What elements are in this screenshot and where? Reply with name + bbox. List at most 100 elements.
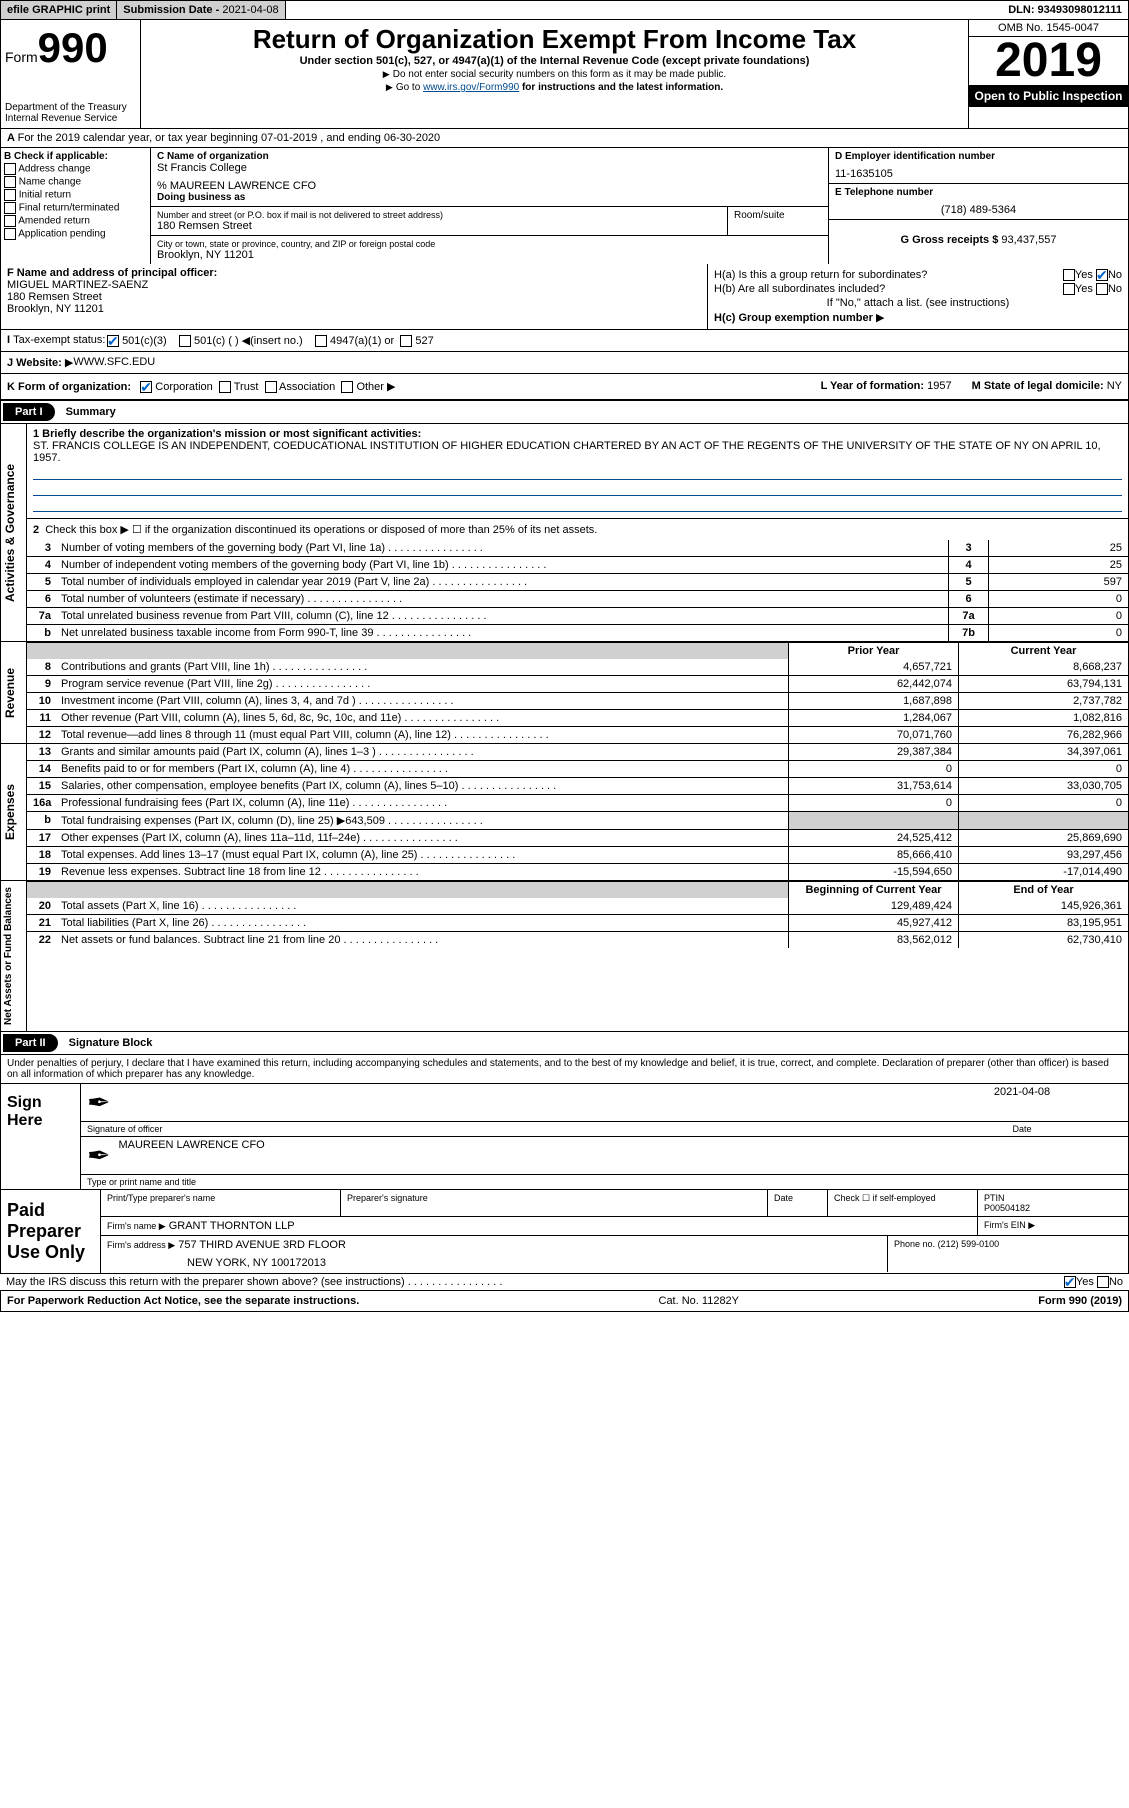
website-row: J Website: ▶ WWW.SFC.EDU	[0, 352, 1129, 374]
cb-trust[interactable]	[219, 381, 231, 393]
row-num: 7a	[27, 608, 57, 624]
col-f: F Name and address of principal officer:…	[1, 264, 708, 329]
i-label: I Tax-exempt status:	[7, 334, 107, 347]
table-row: 7a Total unrelated business revenue from…	[27, 607, 1128, 624]
efile-label[interactable]: efile GRAPHIC print	[1, 1, 117, 19]
cb-assoc[interactable]	[265, 381, 277, 393]
cb-initial[interactable]: Initial return	[4, 189, 147, 201]
cb-4947[interactable]	[315, 335, 327, 347]
netassets-block: Net Assets or Fund Balances Beginning of…	[0, 881, 1129, 1032]
cur-val	[958, 812, 1128, 829]
tax-status-row: I Tax-exempt status: 501(c)(3) 501(c) ( …	[0, 330, 1129, 352]
ein-cell: D Employer identification number 11-1635…	[829, 148, 1128, 184]
mission-text: ST. FRANCIS COLLEGE IS AN INDEPENDENT, C…	[33, 440, 1122, 464]
prior-val: 1,687,898	[788, 693, 958, 709]
prior-val: 4,657,721	[788, 659, 958, 675]
irs-link[interactable]: www.irs.gov/Form990	[423, 82, 519, 93]
form-of-org-row: K Form of organization: Corporation Trus…	[0, 374, 1129, 401]
ha-yesno[interactable]: Yes No	[1063, 269, 1122, 281]
col-b: B Check if applicable: Address change Na…	[1, 148, 151, 264]
firm-addr2: NEW YORK, NY 100172013	[107, 1257, 881, 1269]
row-desc: Total number of individuals employed in …	[57, 574, 948, 590]
revenue-content: Prior Year Current Year 8 Contributions …	[27, 642, 1128, 743]
side-netassets: Net Assets or Fund Balances	[1, 881, 27, 1031]
blank-line	[33, 466, 1122, 480]
officer-name: MIGUEL MARTINEZ-SAENZ	[7, 279, 701, 291]
cb-other[interactable]	[341, 381, 353, 393]
check-self[interactable]: Check ☐ if self-employed	[828, 1190, 978, 1216]
officer-addr1: 180 Remsen Street	[7, 291, 701, 303]
cb-501c3[interactable]	[107, 335, 119, 347]
prior-val: 0	[788, 761, 958, 777]
hb-yesno[interactable]: Yes No	[1063, 283, 1122, 295]
j-label: J Website: ▶	[7, 356, 73, 369]
cb-address[interactable]: Address change	[4, 163, 147, 175]
row-val: 0	[988, 625, 1128, 641]
b-label: B Check if applicable:	[4, 151, 108, 162]
header-left: Form990 Department of the Treasury Inter…	[1, 20, 141, 128]
row-desc: Other revenue (Part VIII, column (A), li…	[57, 710, 788, 726]
net-hdr: Beginning of Current Year End of Year	[27, 881, 1128, 898]
header-right: OMB No. 1545-0047 2019 Open to Public In…	[968, 20, 1128, 128]
rev-hdr-spacer	[27, 643, 788, 659]
expense-content: 13 Grants and similar amounts paid (Part…	[27, 744, 1128, 880]
row-val: 597	[988, 574, 1128, 590]
sig-space	[118, 1086, 922, 1119]
sig-line-2: ✒ MAUREEN LAWRENCE CFO	[81, 1137, 1128, 1175]
cur-val: 93,297,456	[958, 847, 1128, 863]
table-row: 17 Other expenses (Part IX, column (A), …	[27, 829, 1128, 846]
row-num: b	[27, 812, 57, 829]
sign-here-label: Sign Here	[1, 1084, 81, 1189]
header-center: Return of Organization Exempt From Incom…	[141, 20, 968, 128]
cb-501c[interactable]	[179, 335, 191, 347]
city-cell: City or town, state or province, country…	[151, 236, 828, 264]
cb-527[interactable]	[400, 335, 412, 347]
row-num: 10	[27, 693, 57, 709]
row-num: b	[27, 625, 57, 641]
phone-label: E Telephone number	[835, 187, 1122, 198]
firm-name-cell: Firm's name ▶ GRANT THORNTON LLP	[101, 1217, 978, 1235]
addr-value: 180 Remsen Street	[157, 220, 721, 232]
row-num: 21	[27, 915, 57, 931]
prep-sig-label: Preparer's signature	[341, 1190, 768, 1216]
prep-date-label: Date	[768, 1190, 828, 1216]
part1-block: Activities & Governance 1 Briefly descri…	[0, 424, 1129, 642]
officer-addr2: Brooklyn, NY 11201	[7, 303, 701, 315]
table-row: 8 Contributions and grants (Part VIII, l…	[27, 659, 1128, 675]
line-a-text: For the 2019 calendar year, or tax year …	[18, 132, 441, 144]
irs-yesno[interactable]: Yes No	[1064, 1276, 1123, 1288]
hc-label: H(c) Group exemption number ▶	[714, 311, 884, 324]
row-val: 25	[988, 540, 1128, 556]
cb-name[interactable]: Name change	[4, 176, 147, 188]
cb-final[interactable]: Final return/terminated	[4, 202, 147, 214]
open-public-badge: Open to Public Inspection	[969, 85, 1128, 107]
row-box: 3	[948, 540, 988, 556]
form-header: Form990 Department of the Treasury Inter…	[0, 20, 1129, 129]
row-desc: Total number of volunteers (estimate if …	[57, 591, 948, 607]
row-desc: Program service revenue (Part VIII, line…	[57, 676, 788, 692]
irs-discuss-row: May the IRS discuss this return with the…	[0, 1274, 1129, 1291]
side-expenses: Expenses	[1, 744, 27, 880]
paid-prep-label: Paid Preparer Use Only	[1, 1190, 101, 1273]
cb-corp[interactable]	[140, 381, 152, 393]
cur-val: 1,082,816	[958, 710, 1128, 726]
cb-amended[interactable]: Amended return	[4, 215, 147, 227]
prior-val: 129,489,424	[788, 898, 958, 914]
f-label: F Name and address of principal officer:	[7, 267, 217, 279]
org-name-cell: C Name of organization St Francis Colleg…	[151, 148, 828, 207]
row-num: 22	[27, 932, 57, 948]
table-row: 22 Net assets or fund balances. Subtract…	[27, 931, 1128, 948]
row-desc: Professional fundraising fees (Part IX, …	[57, 795, 788, 811]
row-desc: Revenue less expenses. Subtract line 18 …	[57, 864, 788, 880]
sub-date-val: 2021-04-08	[222, 4, 278, 16]
pen-icon: ✒	[87, 1139, 110, 1172]
row-box: 7b	[948, 625, 988, 641]
line1: 1 Briefly describe the organization's mi…	[27, 424, 1128, 518]
officer-typed: MAUREEN LAWRENCE CFO	[118, 1139, 264, 1172]
row-num: 9	[27, 676, 57, 692]
table-row: 19 Revenue less expenses. Subtract line …	[27, 863, 1128, 880]
row-desc: Net unrelated business taxable income fr…	[57, 625, 948, 641]
k-right: L Year of formation: 1957 M State of leg…	[821, 380, 1122, 393]
form-990-label: Form990	[5, 24, 136, 72]
cb-pending[interactable]: Application pending	[4, 228, 147, 240]
